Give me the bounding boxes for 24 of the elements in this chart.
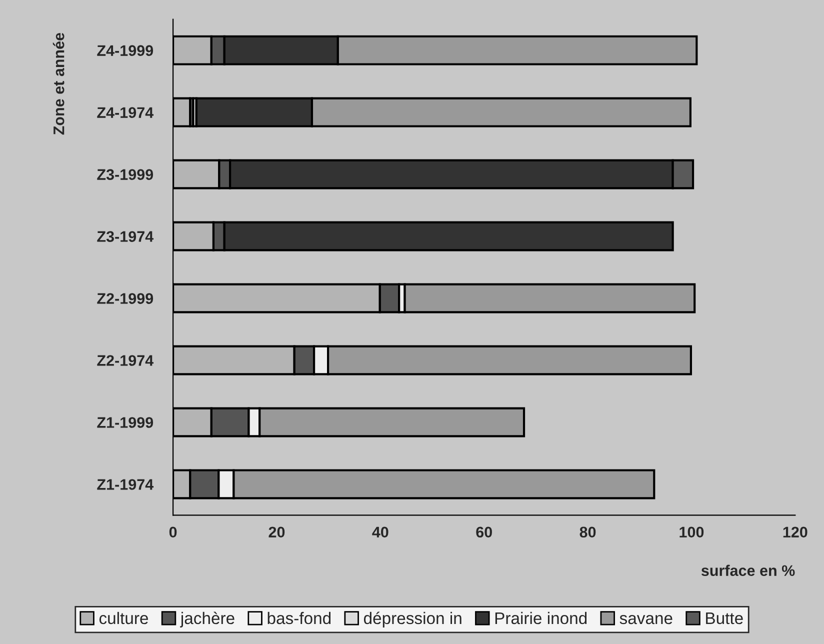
x-tick-label: 80 bbox=[580, 526, 596, 538]
legend-label: dépression in bbox=[364, 612, 462, 628]
legend-label: culture bbox=[99, 612, 148, 624]
x-tick-label: 0 bbox=[169, 526, 177, 538]
x-tick-label: 60 bbox=[476, 526, 492, 538]
y-tick-label: Z1-1974 bbox=[97, 479, 154, 490]
y-tick-label: Z3-1999 bbox=[97, 169, 154, 180]
y-tick-label: Z2-1999 bbox=[97, 293, 154, 304]
legend-label: Butte bbox=[706, 612, 743, 624]
legend-label: bas-fond bbox=[268, 612, 331, 624]
y-tick-label: Z4-1999 bbox=[97, 45, 154, 56]
y-axis-title: Zone et année bbox=[52, 32, 64, 135]
y-tick-label: Z1-1999 bbox=[97, 417, 154, 428]
y-tick-label: Z3-1974 bbox=[97, 231, 154, 242]
x-tick-label: 120 bbox=[783, 526, 808, 538]
legend-label: Prairie inond bbox=[495, 612, 587, 624]
x-axis-title: surface en % bbox=[701, 564, 795, 576]
x-tick-label: 20 bbox=[268, 526, 285, 538]
legend-label: savane bbox=[620, 615, 672, 624]
y-tick-label: Z4-1974 bbox=[97, 107, 154, 118]
x-tick-label: 40 bbox=[372, 526, 388, 538]
legend-label: jachère bbox=[180, 612, 234, 628]
x-tick-label: 100 bbox=[680, 526, 704, 538]
y-tick-label: Z2-1974 bbox=[97, 355, 154, 366]
